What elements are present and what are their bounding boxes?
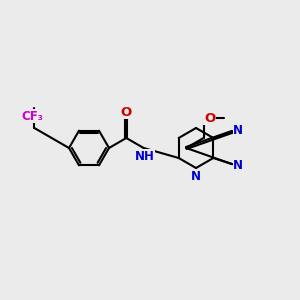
Text: O: O [204, 112, 215, 124]
Text: N: N [191, 169, 201, 182]
Text: O: O [121, 106, 132, 118]
Text: CF₃: CF₃ [21, 110, 43, 122]
Text: N: N [233, 124, 243, 137]
Text: N: N [233, 159, 243, 172]
Text: NH: NH [135, 149, 155, 163]
